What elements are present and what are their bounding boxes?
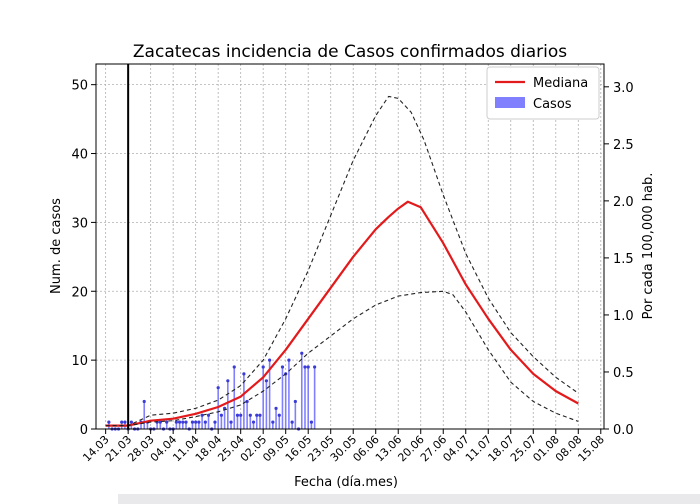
plot-frame bbox=[95, 63, 605, 430]
y2-tick-label: 1.5 bbox=[613, 252, 634, 267]
case-point bbox=[203, 420, 207, 424]
case-point bbox=[245, 399, 249, 404]
y-tick-label: 30 bbox=[71, 216, 88, 231]
legend-median-label: Mediana bbox=[533, 76, 588, 91]
case-point bbox=[120, 420, 124, 424]
legend-cases-swatch bbox=[495, 97, 525, 108]
legend-cases-label: Casos bbox=[533, 97, 572, 112]
case-point bbox=[129, 420, 133, 424]
y2-tick-label: 3.0 bbox=[613, 81, 634, 96]
y-axis-ticks: 0 10 20 30 40 50 bbox=[71, 79, 96, 438]
case-point bbox=[197, 420, 201, 424]
y2-tick-label: 1.0 bbox=[613, 309, 634, 324]
legend: Mediana Casos bbox=[486, 66, 600, 120]
series-lines bbox=[105, 95, 579, 427]
case-point bbox=[309, 420, 314, 424]
y2-tick-label: 0.0 bbox=[613, 423, 634, 438]
median-line bbox=[105, 200, 579, 427]
case-point bbox=[226, 379, 230, 383]
case-point bbox=[280, 365, 285, 369]
y-tick-label: 50 bbox=[71, 79, 88, 94]
case-point bbox=[232, 365, 236, 369]
case-point bbox=[258, 413, 262, 417]
case-point bbox=[242, 372, 246, 376]
case-point bbox=[274, 406, 278, 410]
case-point bbox=[184, 420, 188, 424]
y-tick-label: 40 bbox=[71, 148, 88, 163]
case-point bbox=[200, 413, 204, 417]
case-point bbox=[177, 420, 182, 424]
case-point bbox=[300, 351, 304, 355]
case-point bbox=[303, 365, 307, 369]
cases-stems bbox=[107, 351, 317, 431]
x-tick-label: 15.08 bbox=[575, 433, 606, 464]
y2-tick-label: 2.0 bbox=[613, 195, 634, 210]
y2-axis-label: Por cada 100,000 hab. bbox=[641, 173, 656, 320]
case-point bbox=[107, 420, 111, 424]
case-point bbox=[158, 420, 162, 424]
case-point bbox=[194, 420, 198, 424]
case-point bbox=[313, 365, 317, 369]
case-point bbox=[277, 413, 281, 417]
y2-axis-ticks: 0.0 0.5 1.0 1.5 2.0 2.5 3.0 bbox=[604, 81, 634, 438]
bottom-scroll-strip bbox=[118, 494, 700, 504]
case-point bbox=[306, 365, 310, 369]
case-point bbox=[123, 420, 127, 424]
y-tick-label: 10 bbox=[71, 354, 88, 369]
y-tick-label: 20 bbox=[71, 285, 88, 300]
case-point bbox=[219, 413, 223, 417]
case-point bbox=[190, 420, 195, 424]
case-point bbox=[174, 420, 178, 424]
case-point bbox=[181, 420, 185, 424]
case-point bbox=[239, 413, 243, 417]
case-point bbox=[206, 413, 211, 417]
y2-tick-label: 0.5 bbox=[613, 366, 634, 381]
y-axis-label: Num. de casos bbox=[49, 198, 64, 294]
upper-bound-line bbox=[105, 95, 579, 427]
chart-title: Zacatecas incidencia de Casos confirmado… bbox=[133, 42, 567, 62]
case-point bbox=[216, 386, 220, 390]
y2-tick-label: 2.5 bbox=[613, 138, 634, 153]
case-point bbox=[290, 420, 294, 424]
case-point bbox=[229, 420, 233, 424]
case-point bbox=[235, 413, 240, 417]
case-point bbox=[268, 358, 272, 362]
lower-bound-line bbox=[105, 290, 579, 427]
case-point bbox=[165, 420, 169, 424]
case-point bbox=[213, 420, 217, 424]
case-point bbox=[264, 379, 269, 383]
case-point bbox=[293, 399, 297, 404]
y-tick-label: 0 bbox=[80, 423, 88, 438]
case-point bbox=[251, 420, 256, 424]
case-point bbox=[142, 399, 146, 404]
case-point bbox=[255, 413, 259, 417]
case-point bbox=[261, 365, 265, 369]
case-point bbox=[287, 358, 291, 362]
case-point bbox=[271, 420, 275, 424]
x-axis-label: Fecha (día.mes) bbox=[294, 475, 398, 490]
x-axis-ticks: 14.0321.0328.0304.0411.0418.0425.0402.05… bbox=[80, 429, 607, 464]
case-point bbox=[248, 413, 252, 417]
